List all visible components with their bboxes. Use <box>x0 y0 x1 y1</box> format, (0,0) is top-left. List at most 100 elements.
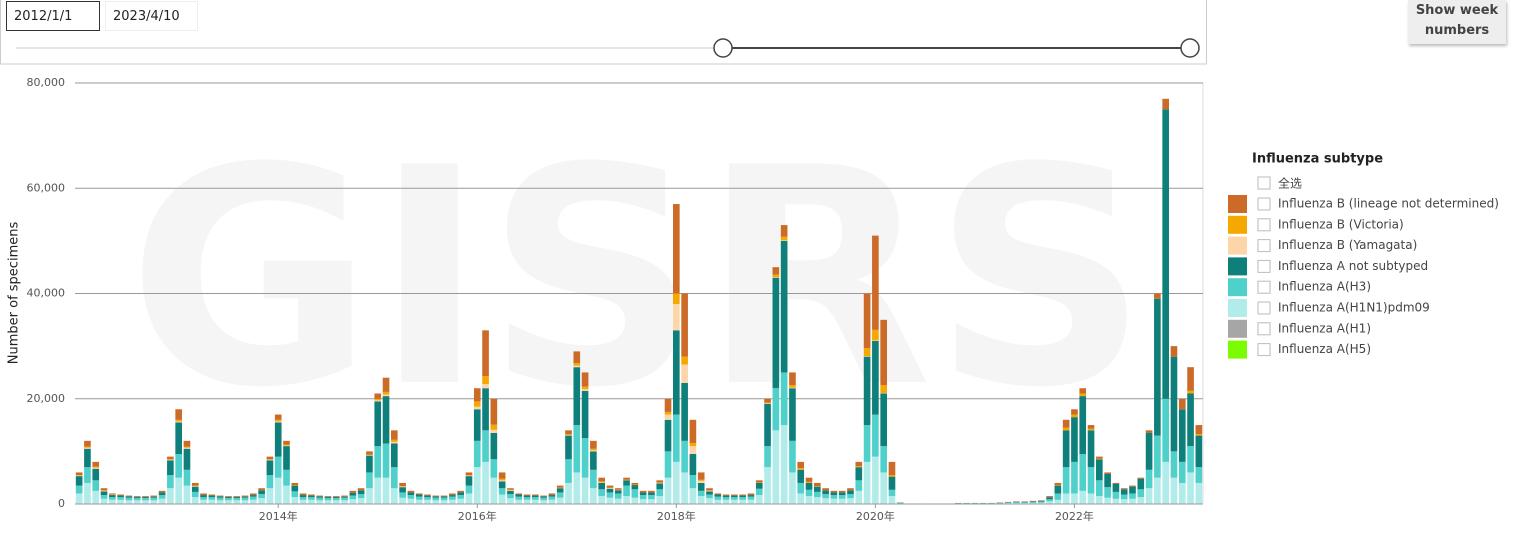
bar-segment <box>167 459 174 460</box>
bar-segment <box>1096 480 1103 497</box>
start-date-input[interactable]: 2012/1/1 <box>6 1 100 31</box>
bar-segment <box>291 482 299 486</box>
bar-segment <box>391 467 398 489</box>
legend-label[interactable]: Influenza B (Victoria) <box>1278 217 1404 231</box>
bar-segment <box>324 500 332 504</box>
legend-label[interactable]: Influenza A(H5) <box>1278 342 1371 356</box>
legend-swatch <box>1228 340 1247 359</box>
bar-segment <box>648 492 655 496</box>
end-date-input[interactable]: 2023/4/10 <box>105 1 198 31</box>
bar-segment <box>623 477 630 480</box>
bar-segment <box>507 494 514 499</box>
bar-segment <box>1046 496 1053 498</box>
bar-segment <box>258 494 265 499</box>
checkbox[interactable] <box>1257 280 1271 294</box>
bar-segment <box>490 398 498 425</box>
legend-label[interactable]: Influenza A(H3) <box>1278 280 1371 294</box>
bar-segment <box>565 482 572 504</box>
bar-segment <box>689 446 697 455</box>
bar-segment <box>490 424 498 430</box>
bar-segment <box>382 391 390 395</box>
bar-segment <box>183 485 191 504</box>
bar-segment <box>291 497 299 504</box>
bar-segment <box>175 419 182 422</box>
legend-label[interactable]: Influenza A(H1N1)pdm09 <box>1278 301 1430 315</box>
checkbox[interactable] <box>1257 301 1271 315</box>
bar-segment <box>250 495 257 497</box>
legend-label[interactable]: Influenza B (lineage not determined) <box>1278 197 1499 211</box>
checkbox[interactable] <box>1257 197 1271 211</box>
bar-segment <box>457 498 464 504</box>
checkbox[interactable] <box>1257 218 1271 232</box>
bar-segment <box>772 277 780 278</box>
bar-segment <box>1046 499 1053 502</box>
bar-segment <box>656 482 664 483</box>
bar-segment <box>1170 356 1178 452</box>
bar-segment <box>631 485 639 490</box>
bar-segment <box>1120 489 1128 495</box>
bar-segment <box>532 495 539 498</box>
bar-segment <box>606 497 614 504</box>
checkbox[interactable] <box>1257 259 1271 273</box>
bar-segment <box>283 445 290 447</box>
bar-segment <box>838 490 846 493</box>
bar-segment <box>747 495 755 497</box>
bar-segment <box>1071 461 1078 494</box>
bar-segment <box>830 492 838 496</box>
bar-segment <box>482 376 489 385</box>
bar-segment <box>565 434 572 436</box>
bar-segment <box>656 496 664 504</box>
bar-segment <box>507 498 514 504</box>
bar-segment <box>1013 501 1020 503</box>
bar-segment <box>258 488 265 491</box>
bar-segment <box>92 480 100 491</box>
checkbox[interactable] <box>1257 343 1271 357</box>
bar-segment <box>880 393 887 447</box>
bar-segment <box>1178 461 1186 483</box>
bar-segment <box>590 451 597 470</box>
bar-segment <box>473 440 481 468</box>
bar-segment <box>374 398 382 401</box>
checkbox[interactable] <box>1257 322 1271 336</box>
checkbox[interactable] <box>1257 239 1271 253</box>
bar-segment <box>780 225 788 237</box>
bar-segment <box>590 469 597 489</box>
bar-segment <box>498 480 506 482</box>
bar-segment <box>855 490 863 504</box>
bar-segment <box>449 495 456 497</box>
bar-segment <box>399 486 406 487</box>
legend-label[interactable]: Influenza A(H1) <box>1278 321 1371 335</box>
bar-segment <box>291 485 299 486</box>
bar-segment <box>697 496 705 504</box>
bar-segment <box>200 497 207 500</box>
bar-segment <box>731 497 738 500</box>
bar-segment <box>84 446 91 448</box>
bar-segment <box>316 496 323 498</box>
legend-label[interactable]: Influenza B (Yamagata) <box>1278 238 1417 252</box>
checkbox[interactable] <box>1257 176 1271 190</box>
x-tick-label: 2022年 <box>1055 509 1094 523</box>
bar-segment <box>216 497 224 501</box>
show-week-numbers-button[interactable]: Show week numbers <box>1408 0 1506 44</box>
bar-segment <box>482 430 489 462</box>
slider-handle[interactable] <box>713 38 733 58</box>
bar-segment <box>415 493 423 495</box>
bar-segment <box>440 495 448 497</box>
bar-segment <box>167 488 174 504</box>
bar-segment <box>391 443 398 468</box>
bar-segment <box>457 492 464 496</box>
bar-segment <box>855 466 863 468</box>
slider-handle[interactable] <box>1180 38 1200 58</box>
bar-segment <box>432 496 440 498</box>
bar-segment <box>888 489 896 497</box>
bar-segment <box>590 488 597 504</box>
bar-segment <box>1029 501 1037 503</box>
bar-segment <box>208 497 216 500</box>
bar-segment <box>391 488 398 504</box>
legend-label[interactable]: Influenza A not subtyped <box>1278 259 1428 273</box>
bar-segment <box>872 329 879 341</box>
bar-segment <box>366 488 373 504</box>
legend-select-all[interactable]: 全选 <box>1278 176 1302 191</box>
bar-segment <box>291 485 299 492</box>
bar-segment <box>324 497 332 501</box>
